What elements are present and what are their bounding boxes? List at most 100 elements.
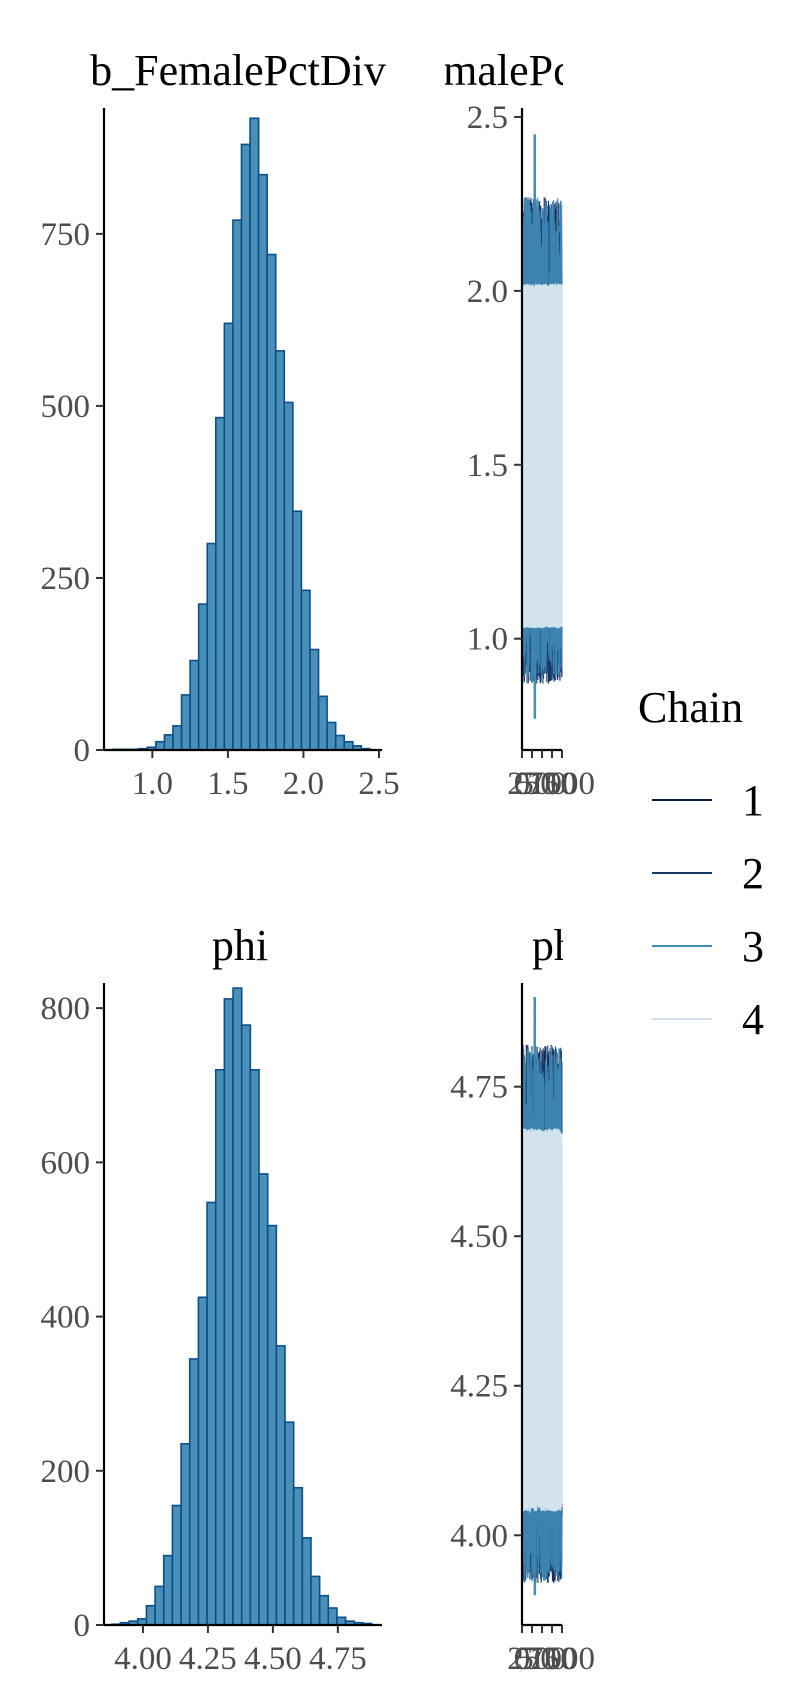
histogram-bar <box>232 987 243 1626</box>
histogram-bar <box>240 143 251 751</box>
histogram-bar <box>266 253 277 751</box>
x-tick-label: 4.50 <box>244 1641 302 1677</box>
panel-title: b_FemalePctDiv <box>355 46 651 95</box>
histogram-bar <box>334 734 346 751</box>
y-tick-label: 500 <box>41 389 91 425</box>
panel-title: b_FemalePctDiv <box>90 46 386 95</box>
y-tick-label: 750 <box>41 217 91 253</box>
histogram-bar <box>188 1358 200 1626</box>
histogram-bar <box>317 695 328 751</box>
histogram-bar <box>301 1537 312 1626</box>
histogram-bar <box>172 725 183 751</box>
histogram-bar <box>249 117 260 751</box>
histogram-bar <box>171 1504 182 1626</box>
histogram-bar <box>258 1173 269 1626</box>
histogram-bar <box>206 1201 217 1626</box>
histogram-bar <box>292 1486 304 1626</box>
trace-lines <box>521 996 563 1596</box>
histogram-bar <box>206 542 217 751</box>
panel-title: phi <box>212 921 268 970</box>
histogram-bar <box>145 1604 156 1626</box>
histogram-bars <box>110 987 373 1626</box>
histogram-bar <box>214 1069 226 1626</box>
x-tick-label: 2.5 <box>358 766 399 802</box>
histogram-bar <box>180 1442 191 1626</box>
y-tick-label: 0 <box>74 733 91 769</box>
histogram-bar <box>336 1616 347 1626</box>
trace-line-chain-4 <box>521 1127 563 1514</box>
histogram-bar <box>223 998 234 1626</box>
histogram-bar <box>326 721 337 751</box>
x-tick-label: 750 <box>527 1641 577 1677</box>
histogram-bar <box>309 648 320 751</box>
histogram-bar <box>327 1607 338 1626</box>
histogram-bar <box>274 350 286 751</box>
x-tick-label: 4.00 <box>114 1641 172 1677</box>
histogram-bar <box>197 603 209 751</box>
hist-panel-2: phi 0 200 400 600 800 4.00 4.25 4.50 4.75 <box>41 921 382 1677</box>
legend-label: 4 <box>742 995 764 1044</box>
histogram-bars <box>112 117 371 751</box>
histogram-bar <box>154 1585 165 1626</box>
y-tick-label: 4.25 <box>450 1369 508 1405</box>
histogram-bar <box>275 1345 286 1626</box>
y-tick-label: 200 <box>41 1454 91 1490</box>
histogram-bar <box>162 1554 174 1626</box>
x-tick-label: 4.25 <box>179 1641 237 1677</box>
histogram-bar <box>240 1024 252 1626</box>
histogram-bar <box>343 740 354 751</box>
histogram-bar <box>189 659 200 751</box>
y-tick-label: 1.5 <box>467 448 508 484</box>
legend-label: 3 <box>742 922 764 971</box>
histogram-bar <box>163 734 174 751</box>
y-tick-label: 4.75 <box>450 1070 508 1106</box>
x-tick-label: 500 <box>517 1641 567 1677</box>
histogram-bar <box>283 401 294 751</box>
y-tick-label: 2.5 <box>467 100 508 136</box>
x-tick-label: 2.0 <box>283 766 324 802</box>
legend-items: 1 2 3 4 <box>652 776 764 1044</box>
axes: 0 200 400 600 800 4.00 4.25 4.50 4.75 <box>41 983 382 1677</box>
y-tick-label: 0 <box>74 1608 91 1644</box>
x-tick-label: 0 <box>514 766 531 802</box>
legend-label: 2 <box>742 849 764 898</box>
histogram-bar <box>284 1421 295 1626</box>
x-tick-label: 1.5 <box>207 766 248 802</box>
histogram-bar <box>292 510 303 751</box>
histogram-bar <box>180 694 191 751</box>
trace-lines <box>521 134 563 719</box>
y-tick-label: 250 <box>41 561 91 597</box>
legend-title: Chain <box>638 683 743 732</box>
histogram-bar <box>197 1296 208 1626</box>
y-tick-label: 2.0 <box>467 274 508 310</box>
y-tick-label: 600 <box>41 1145 91 1181</box>
histogram-bar <box>215 416 226 751</box>
y-tick-label: 800 <box>41 991 91 1027</box>
x-tick-label: 250 <box>507 766 557 802</box>
y-tick-label: 400 <box>41 1300 91 1336</box>
histogram-bar <box>300 589 311 751</box>
histogram-bar <box>318 1594 330 1626</box>
histogram-bar <box>155 740 166 751</box>
y-tick-label: 4.00 <box>450 1518 508 1554</box>
histogram-bar <box>223 322 234 751</box>
y-tick-label: 1.0 <box>467 622 508 658</box>
histogram-bar <box>257 173 268 751</box>
x-tick-label: 500 <box>517 766 567 802</box>
histogram-bar <box>266 1224 278 1626</box>
x-tick-label: 4.75 <box>309 1641 367 1677</box>
legend: Chain 1 2 3 4 <box>638 683 764 1044</box>
legend-label: 1 <box>742 776 764 825</box>
x-tick-label: 1000 <box>529 1641 595 1677</box>
x-tick-label: 250 <box>507 1641 557 1677</box>
x-tick-label: 750 <box>527 766 577 802</box>
panel-title: phi <box>532 921 588 970</box>
hist-panel-1: b_FemalePctDiv 0 250 500 750 1.0 1.5 2.0 2.5 <box>41 46 400 802</box>
x-tick-label: 1000 <box>529 766 595 802</box>
histogram-bar <box>310 1575 321 1626</box>
trace-line-chain-3 <box>521 134 563 719</box>
axes: 0 250 500 750 1.0 1.5 2.0 2.5 <box>41 108 400 802</box>
